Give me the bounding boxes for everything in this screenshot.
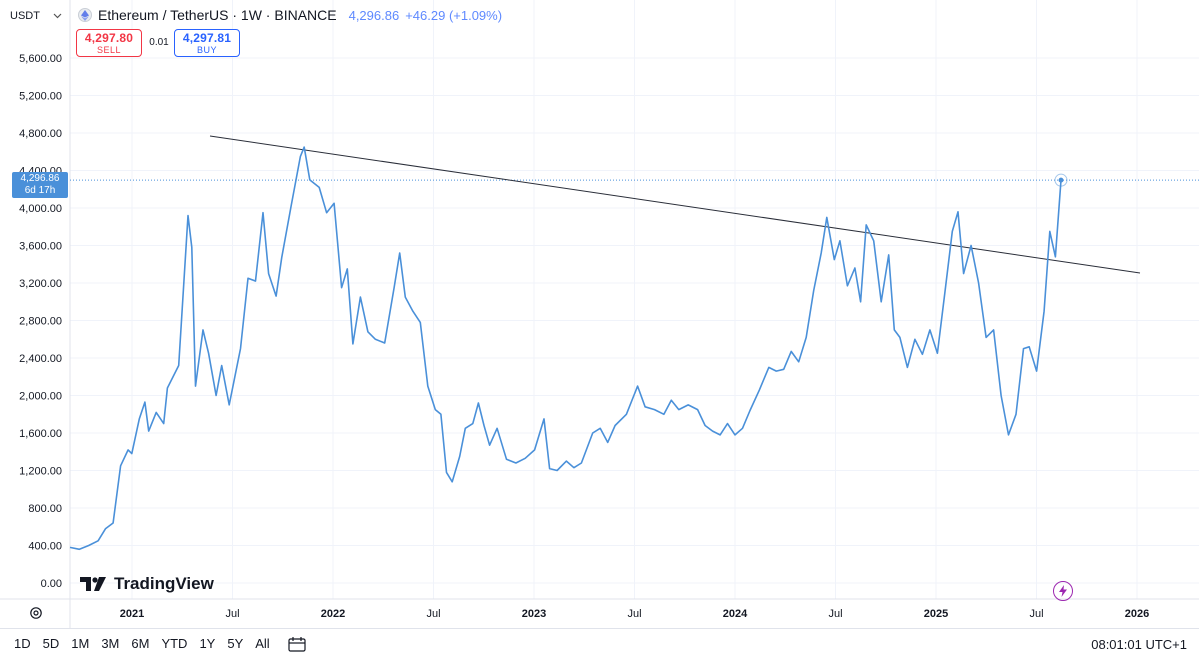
price-series-line bbox=[69, 146, 1062, 551]
last-price-dot bbox=[1058, 177, 1064, 183]
last-price-halo bbox=[1054, 173, 1068, 187]
y-tick-label: 2,400.00 bbox=[19, 353, 62, 365]
lightning-icon[interactable] bbox=[1053, 581, 1073, 601]
header-price: 4,296.86 bbox=[348, 7, 400, 23]
gear-icon[interactable] bbox=[28, 605, 44, 621]
y-axis-ticks: 0.00 400.00 800.00 1,200.00 1,600.00 2,000.00… bbox=[19, 53, 62, 590]
x-tick-label: 2023 bbox=[522, 608, 546, 620]
range-button-5y[interactable]: 5Y bbox=[227, 636, 244, 651]
header-change: +46.29 (+1.09%) bbox=[405, 7, 503, 23]
current-price-tag: 4,296.86 6d 17h bbox=[12, 172, 68, 198]
y-tick-label: 5,200.00 bbox=[19, 91, 62, 103]
y-tick-label: 4,000.00 bbox=[19, 203, 62, 215]
y-tick-label: 400.00 bbox=[28, 541, 62, 553]
range-button-3m[interactable]: 3M bbox=[101, 636, 120, 651]
y-tick-label: 3,200.00 bbox=[19, 278, 62, 290]
currency-label: USDT bbox=[10, 10, 40, 22]
range-button-5d[interactable]: 5D bbox=[42, 636, 60, 651]
sell-button[interactable]: 4,297.80 SELL bbox=[76, 29, 142, 57]
spread-value: 0.01 bbox=[149, 37, 169, 48]
x-tick-label: 2021 bbox=[120, 608, 144, 620]
x-tick-label: 2022 bbox=[321, 608, 345, 620]
symbol-title[interactable]: Ethereum / TetherUS · 1W · BINANCE bbox=[98, 7, 337, 23]
chart-grid bbox=[70, 0, 1199, 599]
y-tick-label: 1,200.00 bbox=[19, 466, 62, 478]
range-button-1m[interactable]: 1M bbox=[71, 636, 90, 651]
range-buttons: 1D 5D 1M 3M 6M YTD 1Y 5Y All bbox=[8, 632, 276, 656]
sell-price: 4,297.80 bbox=[84, 31, 134, 45]
buy-label: BUY bbox=[196, 45, 217, 55]
y-tick-label: 1,600.00 bbox=[19, 428, 62, 440]
x-tick-label: Jul bbox=[1029, 608, 1043, 620]
x-tick-label: Jul bbox=[828, 608, 842, 620]
y-tick-label: 2,800.00 bbox=[19, 316, 62, 328]
chevron-down-icon bbox=[53, 11, 62, 22]
date-range-icon[interactable] bbox=[286, 633, 308, 655]
x-axis-ticks: 2021 Jul 2022 Jul 2023 Jul 2024 Jul 2025 Jul 2026 bbox=[120, 608, 1149, 620]
range-button-1d[interactable]: 1D bbox=[14, 636, 31, 651]
watermark-text: TradingView bbox=[114, 574, 214, 593]
currency-selector[interactable]: USDT bbox=[4, 6, 68, 26]
y-tick-label: 0.00 bbox=[41, 578, 62, 590]
y-tick-label: 4,800.00 bbox=[19, 128, 62, 140]
range-button-6m[interactable]: 6M bbox=[131, 636, 150, 651]
ethereum-logo-icon bbox=[78, 8, 92, 22]
y-tick-label: 800.00 bbox=[28, 503, 62, 515]
x-tick-label: 2025 bbox=[924, 608, 948, 620]
tradingview-watermark: TradingView bbox=[80, 572, 214, 596]
x-tick-label: Jul bbox=[426, 608, 440, 620]
sell-label: SELL bbox=[96, 45, 122, 55]
range-button-1y[interactable]: 1Y bbox=[199, 636, 216, 651]
range-button-all[interactable]: All bbox=[255, 636, 270, 651]
x-tick-label: Jul bbox=[627, 608, 641, 620]
bottom-toolbar: 1D 5D 1M 3M 6M YTD 1Y 5Y All 08:01:01 UTC+1 bbox=[0, 628, 1199, 659]
x-tick-label: 2026 bbox=[1125, 608, 1149, 620]
symbol-header: Ethereum / TetherUS · 1W · BINANCE 4,296… bbox=[78, 5, 502, 25]
buy-button[interactable]: 4,297.81 BUY bbox=[174, 29, 240, 57]
buy-price: 4,297.81 bbox=[182, 31, 232, 45]
tradingview-logo-icon bbox=[80, 577, 108, 591]
price-tag-countdown: 6d 17h bbox=[24, 185, 56, 196]
timezone-clock[interactable]: 08:01:01 UTC+1 bbox=[1091, 637, 1187, 652]
x-tick-label: 2024 bbox=[723, 608, 748, 620]
trendline[interactable] bbox=[209, 135, 1141, 274]
y-tick-label: 2,000.00 bbox=[19, 391, 62, 403]
price-chart[interactable]: 0.00 400.00 800.00 1,200.00 1,600.00 2,000.00… bbox=[0, 0, 1199, 628]
y-tick-label: 5,600.00 bbox=[19, 53, 62, 65]
y-tick-label: 3,600.00 bbox=[19, 241, 62, 253]
range-button-ytd[interactable]: YTD bbox=[161, 636, 188, 651]
x-tick-label: Jul bbox=[225, 608, 239, 620]
price-tag-value: 4,296.86 bbox=[20, 173, 60, 184]
